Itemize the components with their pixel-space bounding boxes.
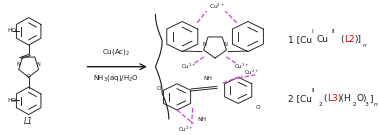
Text: n: n [363,43,366,48]
Text: NH: NH [198,117,206,122]
Text: 2: 2 [318,102,322,107]
Text: Cu$^{1+}$: Cu$^{1+}$ [234,61,249,71]
Text: I: I [311,29,313,34]
Text: O): O) [356,94,367,103]
Text: 1 [Cu: 1 [Cu [288,35,312,44]
Text: 2 [Cu: 2 [Cu [288,94,312,103]
Text: n: n [373,102,377,107]
Text: O: O [157,86,161,91]
Text: ]: ] [369,94,372,103]
Text: NH$_3$(aq)/H$_2$O: NH$_3$(aq)/H$_2$O [93,73,139,83]
Text: N: N [37,62,40,67]
Text: II: II [311,88,314,93]
Text: )(H: )(H [338,94,351,103]
Text: N: N [17,62,20,67]
Text: L1: L1 [24,117,33,126]
Text: Cu$^{1+}$: Cu$^{1+}$ [181,61,196,71]
Text: L2: L2 [344,35,354,44]
Text: Cu$^{2+}$: Cu$^{2+}$ [209,2,225,11]
Text: N: N [203,42,207,47]
Text: N: N [224,42,228,47]
Text: Cu$^{2+}$: Cu$^{2+}$ [244,68,259,77]
Text: Cu(Ac)$_2$: Cu(Ac)$_2$ [102,47,130,57]
Text: Cu$^{2+}$: Cu$^{2+}$ [178,124,194,134]
Text: (: ( [340,35,344,44]
Text: O: O [256,105,260,110]
Text: )]: )] [354,35,361,44]
Text: HO: HO [7,28,16,33]
Text: O: O [27,74,31,79]
Text: II: II [332,29,335,34]
Text: NH: NH [203,76,212,81]
Text: 2: 2 [352,102,356,107]
Text: (: ( [323,94,327,103]
Text: L3: L3 [327,94,338,103]
Text: 3: 3 [365,102,369,107]
Text: Cu: Cu [316,35,328,44]
Text: HO: HO [7,98,16,103]
